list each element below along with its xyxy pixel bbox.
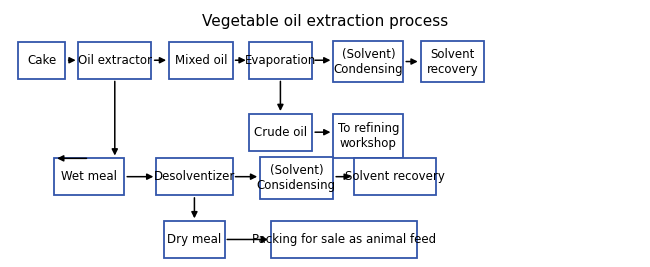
FancyBboxPatch shape: [354, 158, 437, 195]
Text: Oil extractor: Oil extractor: [78, 54, 152, 67]
FancyBboxPatch shape: [78, 42, 151, 78]
Text: Evaporation: Evaporation: [245, 54, 316, 67]
Text: Desolventizer: Desolventizer: [154, 170, 235, 183]
FancyBboxPatch shape: [55, 158, 124, 195]
FancyBboxPatch shape: [260, 157, 333, 199]
FancyBboxPatch shape: [248, 42, 312, 78]
FancyBboxPatch shape: [333, 114, 404, 158]
Text: Dry meal: Dry meal: [167, 233, 222, 246]
FancyBboxPatch shape: [164, 221, 225, 258]
Text: Wet meal: Wet meal: [61, 170, 117, 183]
Text: Cake: Cake: [27, 54, 56, 67]
FancyBboxPatch shape: [248, 114, 312, 151]
FancyBboxPatch shape: [333, 41, 404, 83]
Text: To refining
workshop: To refining workshop: [337, 122, 399, 150]
Text: (Solvent)
Considensing: (Solvent) Considensing: [257, 164, 336, 192]
FancyBboxPatch shape: [18, 42, 66, 78]
FancyBboxPatch shape: [421, 41, 484, 83]
FancyBboxPatch shape: [169, 42, 233, 78]
Text: (Solvent)
Condensing: (Solvent) Condensing: [333, 48, 403, 76]
FancyBboxPatch shape: [271, 221, 417, 258]
Text: Solvent
recovery: Solvent recovery: [426, 48, 478, 76]
Text: Vegetable oil extraction process: Vegetable oil extraction process: [202, 14, 448, 29]
Text: Crude oil: Crude oil: [254, 126, 307, 139]
Text: Packing for sale as animal feed: Packing for sale as animal feed: [252, 233, 436, 246]
Text: Mixed oil: Mixed oil: [175, 54, 227, 67]
FancyBboxPatch shape: [156, 158, 233, 195]
Text: Solvent recovery: Solvent recovery: [345, 170, 445, 183]
